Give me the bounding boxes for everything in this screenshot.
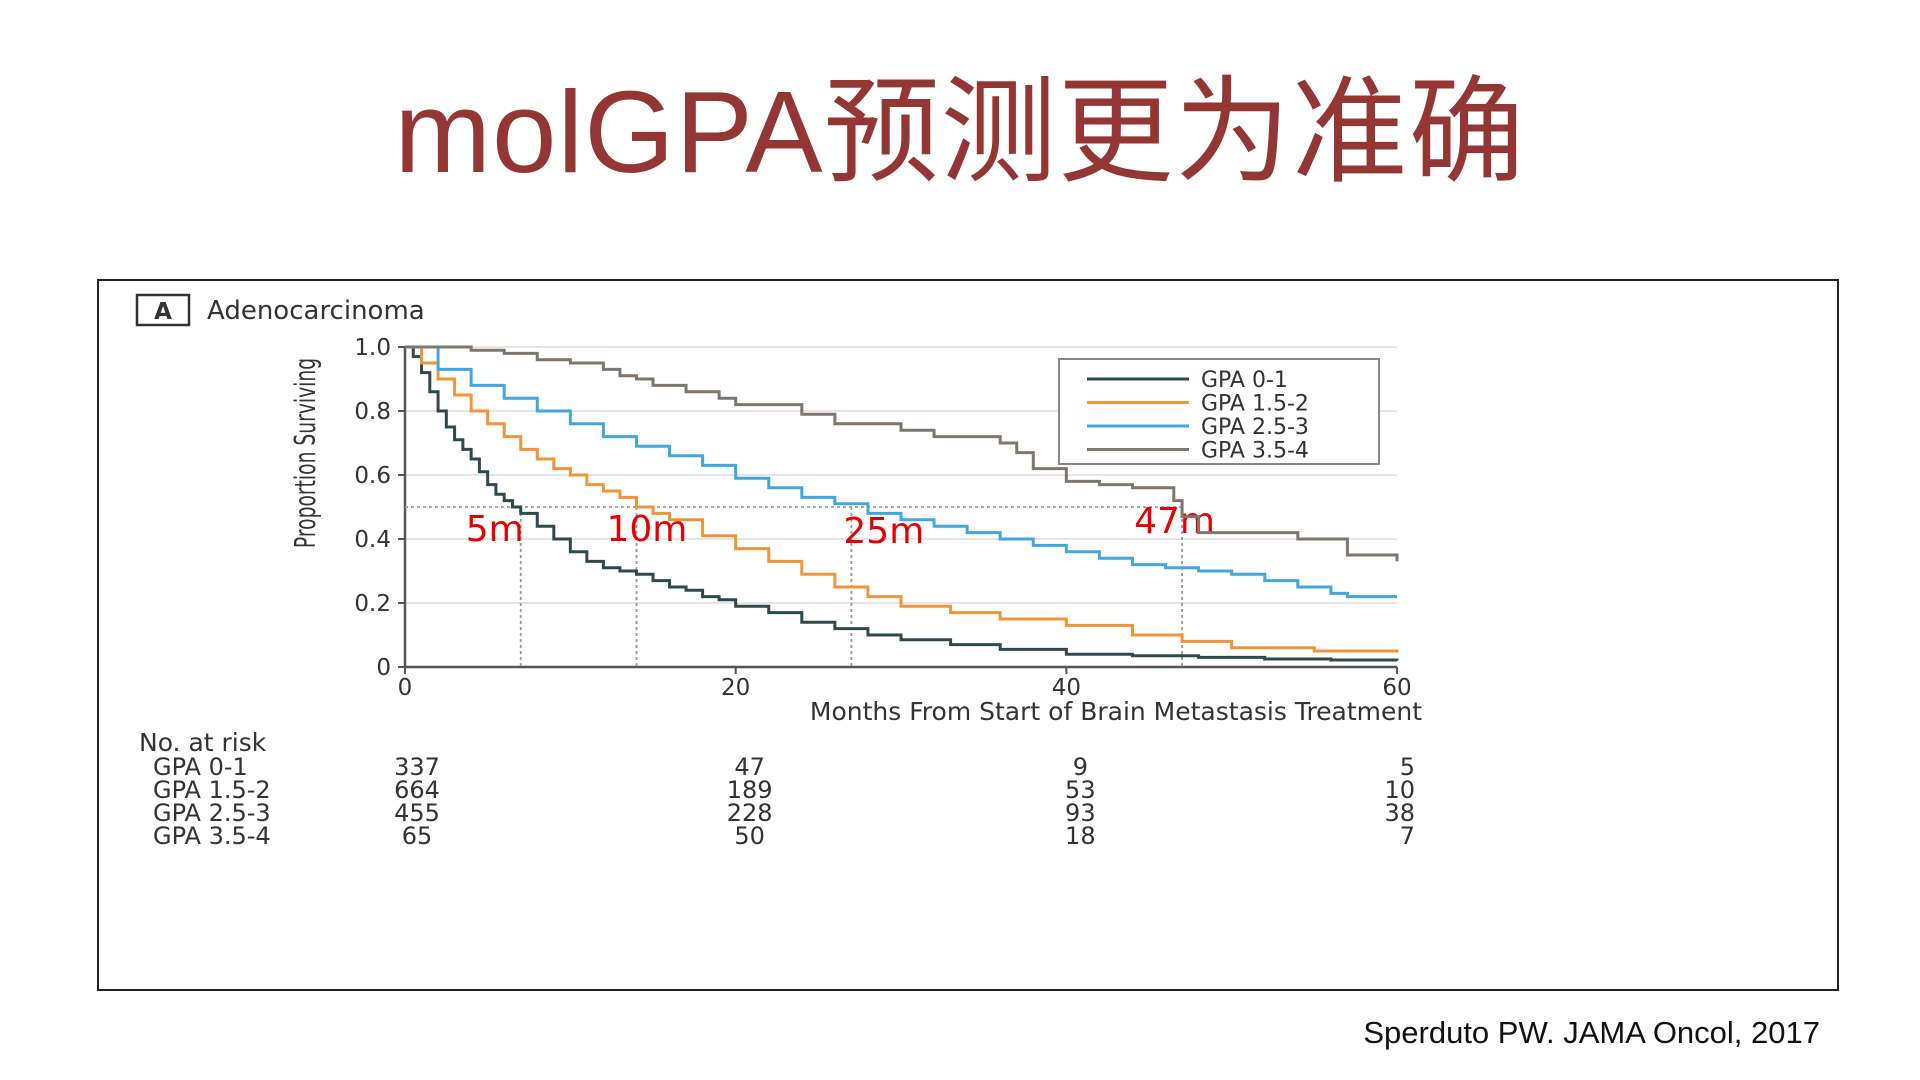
median-layer: 5m 10m 25m 47m	[405, 501, 1215, 667]
y-axis-label: Proportion Surviving	[289, 358, 322, 548]
legend-label: GPA 2.5-3	[1201, 415, 1309, 440]
risk-row-label: GPA 2.5-3	[153, 799, 271, 827]
risk-row-label: GPA 0-1	[153, 753, 248, 781]
risk-value: 189	[727, 776, 773, 804]
y-tick-label: 0.8	[354, 399, 391, 425]
y-tick-label: 1.0	[354, 335, 391, 361]
x-tick-label: 40	[1052, 675, 1081, 701]
y-tick-label: 0	[376, 655, 391, 681]
median-label: 47m	[1134, 501, 1215, 542]
risk-value: 18	[1065, 822, 1096, 850]
legend-label: GPA 1.5-2	[1201, 392, 1309, 417]
risk-value: 93	[1065, 799, 1096, 827]
risk-value: 228	[727, 799, 773, 827]
panel-label: A	[154, 299, 172, 325]
legend-label: GPA 3.5-4	[1201, 439, 1309, 464]
figure-frame: A Adenocarcinoma 0 0.2 0.4 0.6 0.8 1.0 0 20 40 60…	[97, 279, 1839, 991]
x-tick-label: 60	[1382, 675, 1411, 701]
risk-row-label: GPA 3.5-4	[153, 822, 271, 850]
x-tick-label: 0	[398, 675, 413, 701]
chart-title: Adenocarcinoma	[207, 296, 425, 326]
risk-table-header: No. at risk	[139, 728, 267, 757]
risk-value: 7	[1400, 822, 1415, 850]
panel-label-box	[135, 293, 191, 327]
risk-value: 455	[394, 799, 440, 827]
km-chart: A Adenocarcinoma 0 0.2 0.4 0.6 0.8 1.0 0 20 40 60…	[135, 293, 1422, 850]
y-tick-label: 0.2	[354, 591, 391, 617]
series-line	[405, 345, 1399, 653]
panel-header: A Adenocarcinoma	[135, 293, 425, 327]
risk-value: 50	[734, 822, 765, 850]
series-layer	[405, 345, 1399, 662]
risk-value: 65	[402, 822, 433, 850]
series-line	[405, 345, 1397, 599]
risk-value: 9	[1073, 753, 1088, 781]
risk-value: 10	[1384, 776, 1415, 804]
legend-box	[1058, 358, 1380, 465]
y-tick-label: 0.4	[354, 527, 391, 553]
axes-layer: 0 0.2 0.4 0.6 0.8 1.0 0 20 40 60	[354, 335, 1411, 701]
y-tick-label: 0.6	[354, 463, 391, 489]
citation: Sperduto PW. JAMA Oncol, 2017	[1363, 1015, 1820, 1050]
risk-value: 664	[394, 776, 440, 804]
median-label: 5m	[466, 509, 524, 550]
risk-value: 337	[394, 753, 440, 781]
risk-value: 38	[1384, 799, 1415, 827]
series-line	[405, 345, 1399, 562]
x-tick-label: 20	[721, 675, 750, 701]
risk-value: 47	[734, 753, 765, 781]
risk-value: 53	[1065, 776, 1096, 804]
x-axis-label: Months From Start of Brain Metastasis Tr…	[810, 697, 1422, 726]
risk-table: No. at risk GPA 0-1 337 47 9 5 GPA 1.5-2 664 18…	[139, 728, 1415, 850]
median-label: 10m	[606, 509, 687, 550]
risk-row-label: GPA 1.5-2	[153, 776, 271, 804]
median-label: 25m	[843, 511, 924, 552]
slide-title: molGPA预测更为准确	[394, 67, 1526, 197]
series-line	[405, 345, 1399, 662]
risk-value: 5	[1400, 753, 1415, 781]
legend-label: GPA 0-1	[1201, 368, 1288, 393]
